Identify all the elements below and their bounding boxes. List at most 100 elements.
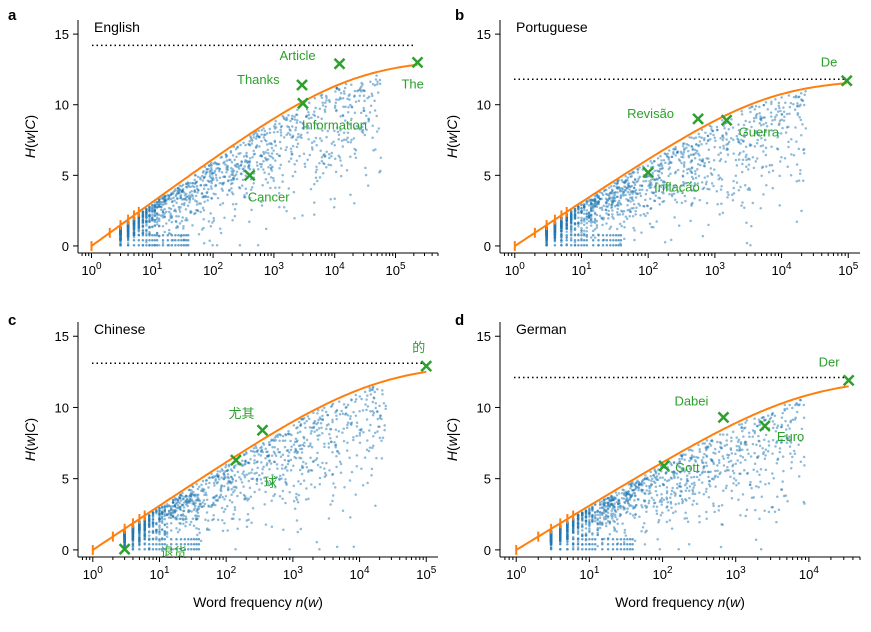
scatter-point — [208, 170, 212, 173]
scatter-point — [208, 481, 211, 485]
scatter-point — [212, 481, 216, 485]
scatter-point — [285, 145, 288, 149]
scatter-point — [623, 237, 626, 241]
scatter-point — [317, 427, 321, 430]
scatter-point — [184, 239, 188, 242]
scatter-point — [778, 122, 781, 125]
scatter-point — [307, 111, 310, 114]
scatter-point — [252, 447, 256, 450]
scatter-point — [591, 220, 595, 224]
scatter-point — [245, 159, 249, 163]
scatter-point — [223, 160, 226, 164]
scatter-point — [158, 532, 161, 536]
scatter-point — [346, 403, 350, 407]
scatter-point — [325, 96, 328, 100]
scatter-point — [358, 441, 362, 445]
scatter-point — [284, 433, 288, 437]
scatter-point — [166, 234, 170, 237]
scatter-point — [704, 182, 708, 186]
scatter-point — [218, 181, 222, 185]
scatter-point — [333, 143, 336, 147]
scatter-point — [296, 108, 299, 112]
scatter-point — [731, 198, 735, 202]
scatter-point — [703, 176, 707, 179]
scatter-point — [335, 545, 339, 549]
scatter-point — [668, 166, 672, 169]
scatter-point — [681, 174, 685, 177]
scatter-point — [233, 508, 237, 512]
scatter-point — [695, 143, 698, 146]
scatter-point — [132, 243, 136, 247]
scatter-point — [654, 194, 657, 197]
scatter-point — [591, 198, 595, 202]
scatter-point — [612, 234, 615, 237]
scatter-point — [271, 445, 274, 449]
scatter-point — [636, 168, 640, 172]
scatter-point — [619, 239, 623, 242]
scatter-point — [151, 203, 154, 207]
scatter-point — [752, 120, 756, 123]
scatter-point — [757, 485, 760, 489]
scatter-point — [216, 470, 219, 473]
scatter-point — [631, 215, 635, 218]
scatter-point — [645, 189, 649, 192]
scatter-point — [163, 517, 167, 521]
scatter-point — [739, 454, 742, 458]
scatter-point — [667, 174, 670, 178]
scatter-point — [774, 115, 777, 119]
scatter-point — [765, 125, 769, 128]
scatter-point — [231, 171, 235, 174]
scatter-point — [569, 217, 573, 221]
scatter-point — [759, 207, 762, 210]
scatter-point — [339, 462, 343, 466]
scatter-point — [243, 195, 246, 199]
scatter-point — [195, 209, 198, 212]
scatter-point — [380, 457, 384, 460]
scatter-point — [662, 191, 665, 195]
scatter-point — [582, 234, 586, 237]
scatter-point — [741, 162, 744, 166]
scatter-point — [273, 445, 276, 449]
scatter-point — [378, 78, 382, 82]
scatter-point — [787, 94, 791, 97]
scatter-point — [565, 217, 568, 220]
scatter-point — [735, 134, 739, 138]
scatter-point — [625, 198, 628, 201]
scatter-point — [727, 193, 730, 196]
scatter-cloud — [119, 74, 383, 247]
scatter-point — [328, 432, 331, 436]
scatter-point — [643, 205, 646, 208]
scatter-point — [667, 162, 671, 166]
scatter-point — [616, 213, 620, 216]
scatter-point — [325, 135, 328, 139]
scatter-point — [639, 213, 642, 217]
scatter-point — [256, 243, 260, 247]
scatter-point — [607, 203, 611, 206]
scatter-point — [192, 503, 196, 506]
scatter-point — [638, 515, 641, 519]
scatter-point — [225, 168, 228, 171]
word-annotation: Cancer — [248, 189, 291, 204]
scatter-point — [251, 477, 255, 481]
scatter-point — [184, 234, 188, 237]
scatter-point — [157, 224, 161, 228]
x-tick-label: 104 — [350, 565, 370, 582]
scatter-point — [342, 403, 346, 406]
scatter-point — [313, 421, 316, 425]
scatter-point — [209, 225, 213, 228]
scatter-point — [668, 183, 672, 186]
scatter-point — [179, 496, 182, 500]
scatter-point — [617, 179, 620, 182]
scatter-point — [335, 454, 338, 458]
scatter-point — [281, 434, 285, 438]
scatter-point — [235, 170, 239, 173]
scatter-point — [379, 156, 383, 159]
scatter-point — [687, 143, 690, 147]
scatter-point — [305, 466, 309, 469]
scatter-point — [155, 537, 158, 541]
scatter-point — [663, 240, 667, 244]
scatter-point — [754, 129, 758, 133]
scatter-point — [285, 133, 288, 137]
scatter-point — [342, 89, 346, 93]
scatter-point — [368, 111, 372, 114]
